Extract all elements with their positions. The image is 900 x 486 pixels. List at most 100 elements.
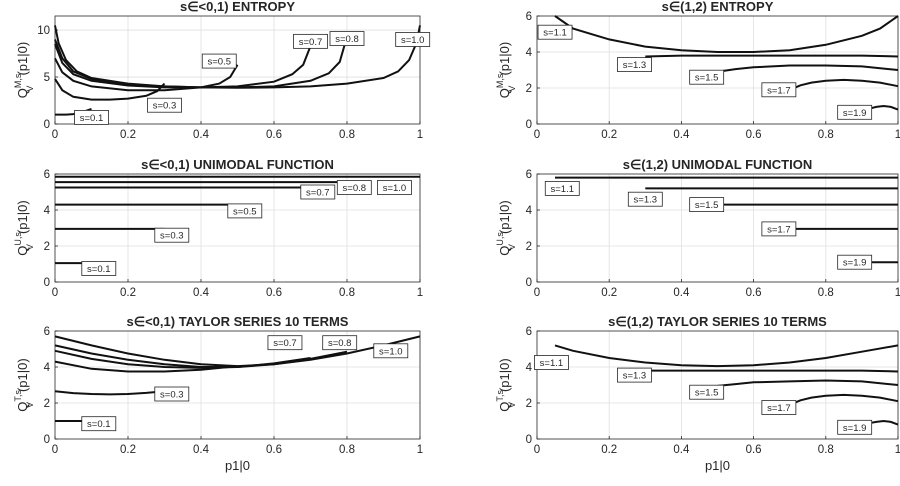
series-label-box xyxy=(154,386,190,402)
series-label: s=1.1 xyxy=(537,24,573,40)
series-label-text: s=1.5 xyxy=(695,200,719,211)
x-tick-label: 1 xyxy=(895,129,900,141)
series-label-box xyxy=(201,53,237,69)
x-tick-label: 0.4 xyxy=(673,444,690,456)
series-label: s=1.3 xyxy=(617,57,652,72)
series-label-text: s=0.3 xyxy=(153,101,177,112)
y-tick-label: 4 xyxy=(526,362,533,374)
series-label-text: s=1.9 xyxy=(843,423,867,434)
series-label: s=0.7 xyxy=(267,335,303,351)
series-line-s-1.1 xyxy=(554,15,899,53)
x-tick-label: 0.8 xyxy=(818,287,834,299)
series-label-box xyxy=(227,203,263,219)
series-label-text: s=0.8 xyxy=(343,183,367,194)
x-tick-label: 1 xyxy=(417,287,423,299)
series-line-s-0.3 xyxy=(54,78,166,101)
series-label-box xyxy=(377,180,412,195)
series-label: s=1.7 xyxy=(761,221,797,237)
series-label-box xyxy=(293,33,328,49)
series-label-text: s=0.7 xyxy=(306,188,330,199)
chart-panel-5: 0 0.2 0.4 0.6 0.8 1 0 2 4 6 s∈<0,1) TAYLOR SERIES … xyxy=(13,314,423,473)
x-tick-label: 0.8 xyxy=(339,444,355,456)
y-tick-label: 2 xyxy=(526,83,532,95)
series-label-box xyxy=(81,261,117,276)
series-label: s=1.0 xyxy=(373,343,409,359)
y-tick-label: 4 xyxy=(526,205,533,217)
series-line-s-1.3 xyxy=(645,54,899,58)
x-tick-label: 0.2 xyxy=(120,129,136,141)
axes-box xyxy=(54,15,421,125)
series-label-text: s=0.8 xyxy=(328,338,352,349)
series-label-box xyxy=(617,57,652,72)
series-label-text: s=1.5 xyxy=(695,73,719,84)
series-label: s=0.1 xyxy=(81,416,117,432)
x-tick-label: 0.2 xyxy=(601,444,617,456)
series-label-box xyxy=(395,32,431,47)
x-tick-label: 0.6 xyxy=(266,287,282,299)
series-line-s-1.0 xyxy=(54,335,421,368)
x-tick-label: 1 xyxy=(895,444,900,456)
series-label-text: s=0.1 xyxy=(87,419,111,430)
series-label-box xyxy=(147,97,182,113)
y-tick-label: 4 xyxy=(44,205,51,217)
series-label-text: s=1.1 xyxy=(540,358,564,369)
series-label: s=0.8 xyxy=(329,31,365,46)
y-tick-label: 0 xyxy=(44,277,50,289)
series-label-text: s=0.8 xyxy=(335,34,359,45)
series-label-box xyxy=(689,384,725,400)
y-tick-label: 0 xyxy=(526,119,532,131)
series-label-text: s=1.1 xyxy=(551,184,575,195)
y-tick-label: 6 xyxy=(526,11,532,23)
series-line-s-1.7 xyxy=(789,78,899,91)
x-tick-label: 0.2 xyxy=(601,129,617,141)
series-line-s-0.3 xyxy=(54,390,165,396)
series-label-box xyxy=(329,31,365,46)
x-tick-label: 0.6 xyxy=(266,444,282,456)
series-label-text: s=1.0 xyxy=(401,35,425,46)
x-tick-label: 0.2 xyxy=(601,287,617,299)
y-axis-label: QU,sV(p1|0) xyxy=(13,200,35,255)
chart-title: s∈(1,2) TAYLOR SERIES 10 TERMS xyxy=(608,314,827,329)
series-label-text: s=1.1 xyxy=(543,28,567,39)
series-label: s=1.3 xyxy=(627,191,663,207)
x-tick-label: 0.4 xyxy=(193,129,210,141)
series-label: s=1.3 xyxy=(617,367,652,383)
chart-title: s∈(1,2) UNIMODAL FUNCTION xyxy=(623,157,812,172)
y-tick-label: 6 xyxy=(44,169,50,181)
x-tick-label: 0.4 xyxy=(673,287,690,299)
chart-panel-4: 0 0.2 0.4 0.6 0.8 1 0 2 4 6 s∈(1,2) UNIMODAL FUNCT… xyxy=(495,157,900,299)
series-label-box xyxy=(373,343,409,359)
y-axis-label: QT,sV(p1|0) xyxy=(13,358,35,411)
series-label-box xyxy=(544,180,580,196)
series-line-s-1.7 xyxy=(789,393,899,406)
x-tick-label: 0 xyxy=(52,444,58,456)
series-label: s=1.9 xyxy=(837,254,873,270)
series-label-box xyxy=(627,191,663,207)
series-label-text: s=0.5 xyxy=(233,206,257,217)
y-axis-label: QT,sV(p1|0) xyxy=(495,358,517,411)
series-label-box xyxy=(761,221,797,237)
x-tick-label: 0 xyxy=(534,444,540,456)
x-tick-label: 0 xyxy=(52,129,58,141)
series-label-text: s=1.3 xyxy=(623,371,647,382)
x-tick-label: 0.8 xyxy=(339,287,355,299)
series-label-text: s=1.3 xyxy=(634,195,658,206)
y-tick-label: 2 xyxy=(44,398,50,410)
x-tick-label: 0.6 xyxy=(746,444,762,456)
series-label: s=0.8 xyxy=(336,180,372,195)
x-tick-label: 0.4 xyxy=(673,129,690,141)
y-tick-label: 0 xyxy=(44,434,50,446)
series-label: s=0.7 xyxy=(293,33,328,49)
series-label-text: s=1.7 xyxy=(767,403,791,414)
series-label-text: s=0.3 xyxy=(160,231,184,242)
series-label-text: s=0.7 xyxy=(273,338,297,349)
y-tick-label: 10 xyxy=(37,25,50,37)
y-tick-label: 2 xyxy=(44,241,50,253)
axes-box xyxy=(54,330,421,440)
series-label-text: s=1.9 xyxy=(843,258,867,269)
y-tick-label: 0 xyxy=(526,434,532,446)
x-tick-label: 0.8 xyxy=(818,129,834,141)
y-tick-label: 4 xyxy=(44,362,51,374)
chart-panel-2: 0 0.2 0.4 0.6 0.8 1 0 2 4 6 s∈(1,2) ENTROPY QM,sV(p… xyxy=(495,0,900,141)
